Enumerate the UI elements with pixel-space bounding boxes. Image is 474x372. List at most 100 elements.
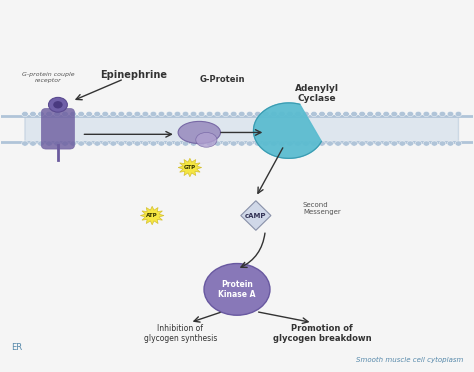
Circle shape [54,112,60,116]
Circle shape [230,141,237,146]
Circle shape [94,141,100,146]
Circle shape [214,112,221,116]
Circle shape [295,141,301,146]
Circle shape [391,112,398,116]
Circle shape [327,141,333,146]
Text: Protein
Kinase A: Protein Kinase A [218,280,256,299]
Circle shape [383,112,390,116]
Circle shape [118,112,125,116]
Circle shape [134,141,141,146]
Text: GTP: GTP [184,165,196,170]
Circle shape [214,141,221,146]
Circle shape [255,112,261,116]
Circle shape [38,112,44,116]
Circle shape [391,141,398,146]
Circle shape [86,112,92,116]
Circle shape [415,112,422,116]
Circle shape [415,141,422,146]
Polygon shape [254,103,321,158]
Circle shape [375,141,382,146]
Circle shape [230,112,237,116]
Circle shape [22,112,28,116]
Circle shape [238,141,245,146]
Circle shape [166,112,173,116]
Circle shape [399,141,406,146]
Circle shape [271,141,277,146]
Circle shape [70,112,76,116]
Text: ER: ER [11,343,22,352]
Ellipse shape [53,101,63,109]
Circle shape [359,112,365,116]
Circle shape [279,112,285,116]
Circle shape [238,112,245,116]
Circle shape [263,112,269,116]
Circle shape [198,112,205,116]
Circle shape [407,141,414,146]
Circle shape [190,112,197,116]
Circle shape [455,141,462,146]
Circle shape [255,141,261,146]
Circle shape [30,112,36,116]
Circle shape [343,112,349,116]
Circle shape [182,112,189,116]
Circle shape [295,112,301,116]
Circle shape [110,141,117,146]
FancyBboxPatch shape [41,109,74,149]
Circle shape [310,112,317,116]
Circle shape [351,141,357,146]
Circle shape [279,141,285,146]
Circle shape [150,112,157,116]
Circle shape [126,141,133,146]
Circle shape [62,112,68,116]
Circle shape [126,112,133,116]
Circle shape [70,141,76,146]
Circle shape [46,141,52,146]
FancyBboxPatch shape [25,116,458,142]
Circle shape [455,112,462,116]
Polygon shape [178,158,201,177]
Circle shape [46,112,52,116]
Circle shape [54,141,60,146]
Circle shape [383,141,390,146]
Circle shape [206,112,213,116]
Circle shape [102,112,109,116]
Circle shape [158,112,165,116]
Circle shape [158,141,165,146]
Circle shape [431,141,438,146]
Circle shape [86,141,92,146]
Circle shape [367,112,374,116]
Text: cAMP: cAMP [245,212,266,218]
Circle shape [22,141,28,146]
Circle shape [335,141,341,146]
Circle shape [375,112,382,116]
Ellipse shape [196,132,217,147]
Circle shape [302,112,309,116]
Circle shape [150,141,157,146]
Circle shape [263,141,269,146]
Circle shape [327,112,333,116]
Circle shape [447,112,454,116]
Circle shape [439,112,446,116]
Text: Inhibition of
glycogen synthesis: Inhibition of glycogen synthesis [144,324,217,343]
Circle shape [407,112,414,116]
Text: Epinephrine: Epinephrine [100,70,167,80]
Text: Adenylyl
Cyclase: Adenylyl Cyclase [295,84,339,103]
Circle shape [343,141,349,146]
Circle shape [287,112,293,116]
Text: G-Protein: G-Protein [200,76,246,84]
Circle shape [102,141,109,146]
Circle shape [142,141,149,146]
Circle shape [319,112,325,116]
Circle shape [310,141,317,146]
Circle shape [335,112,341,116]
Circle shape [38,141,44,146]
Text: ATP: ATP [146,213,158,218]
Circle shape [190,141,197,146]
Circle shape [30,141,36,146]
Circle shape [222,141,229,146]
Circle shape [423,141,429,146]
Circle shape [142,112,149,116]
Circle shape [198,141,205,146]
Circle shape [439,141,446,146]
Text: Smooth muscle cell cytoplasm: Smooth muscle cell cytoplasm [356,357,463,363]
